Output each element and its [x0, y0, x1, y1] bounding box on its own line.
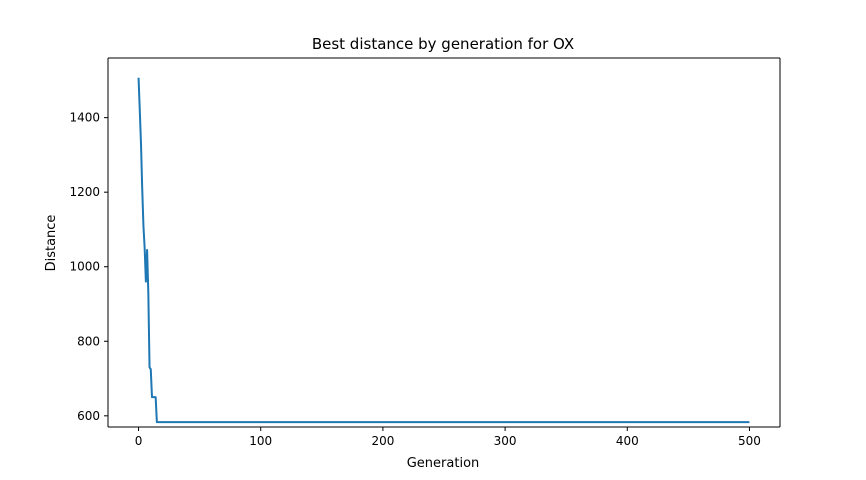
- y-tick-label: 800: [77, 334, 100, 348]
- chart-title: Best distance by generation for OX: [312, 35, 574, 53]
- plot-area: [108, 58, 780, 427]
- y-axis-label: Distance: [44, 215, 59, 272]
- x-tick-label: 200: [371, 434, 394, 448]
- x-tick-label: 500: [738, 434, 761, 448]
- y-tick-label: 1200: [69, 185, 100, 199]
- x-axis-label: Generation: [407, 456, 480, 471]
- series-line: [137, 77, 750, 424]
- y-tick-label: 1000: [69, 260, 100, 274]
- y-tick-label: 1400: [69, 111, 100, 125]
- x-tick-label: 0: [135, 434, 143, 448]
- x-tick-label: 400: [616, 434, 639, 448]
- x-tick-label: 300: [494, 434, 517, 448]
- y-tick-label: 600: [77, 409, 100, 423]
- x-tick-label: 100: [249, 434, 272, 448]
